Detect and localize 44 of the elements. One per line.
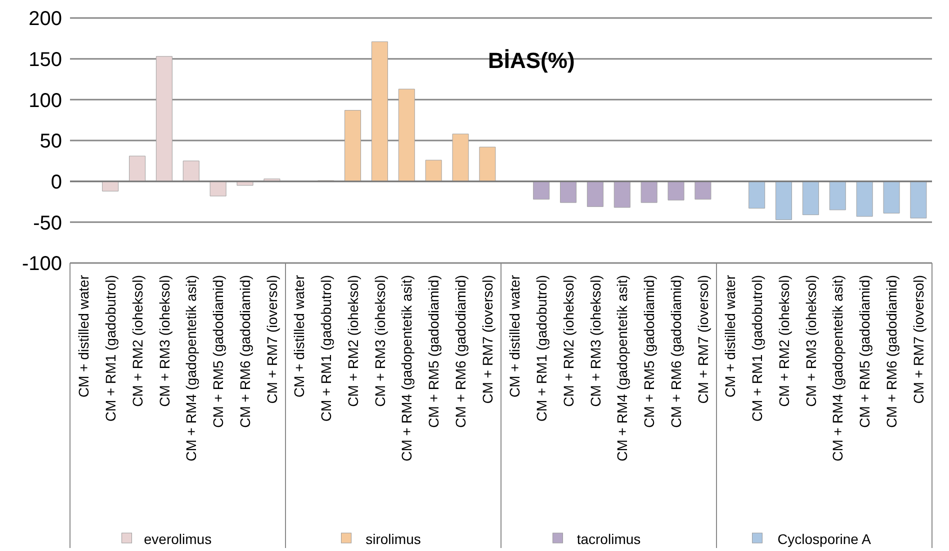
x-tick-label: CM + RM5 (gadodiamid): [641, 275, 658, 428]
x-tick-label: CM + RM1 (gadobutrol): [533, 275, 550, 422]
x-tick-label: CM + RM3 (ioheksol): [587, 275, 604, 407]
x-tick-label: CM + RM6 (gadodiamid): [884, 275, 900, 428]
legend-label: tacrolimus: [576, 531, 641, 547]
x-tick-label: CM + RM4 (gadopentetik asit): [398, 275, 415, 462]
x-tick-label: CM + RM2 (ioheksol): [560, 275, 576, 407]
x-tick-label: CM + RM6 (gadodiamid): [668, 275, 684, 428]
x-tick-label: CM + RM6 (gadodiamid): [237, 275, 254, 428]
x-tick-label: CM + RM2 (ioheksol): [776, 275, 792, 407]
legend-label: Cyclosporine A: [778, 531, 872, 547]
legend-label: sirolimus: [366, 531, 421, 547]
x-tick-label: CM + RM5 (gadodiamid): [856, 275, 873, 428]
x-tick-label: CM + RM1 (gadobutrol): [102, 275, 118, 422]
x-tick-label: CM + RM3 (ioheksol): [802, 275, 819, 407]
x-tick-label: CM + distilled water: [506, 274, 522, 398]
x-tick-label: CM + RM4 (gadopentetik asit): [614, 275, 630, 462]
x-tick-label: CM + RM1 (gadobutrol): [318, 275, 334, 422]
x-tick-label: CM + RM6 (gadodiamid): [452, 275, 469, 428]
legend-label: everolimus: [144, 531, 212, 547]
text: BİAS(%): [488, 48, 575, 74]
y-tick-label: -50: [33, 212, 62, 234]
y-tick-label: 0: [50, 171, 62, 194]
x-tick-label: CM + distilled water: [722, 274, 738, 398]
x-tick-label: CM + RM2 (ioheksol): [344, 275, 361, 407]
x-tick-label: CM + distilled water: [290, 274, 307, 398]
y-tick-label: -100: [22, 253, 62, 276]
x-tick-label: CM + RM4 (gadopentetik asit): [830, 275, 846, 462]
x-tick-label: CM + RM4 (gadopentetik asit): [183, 275, 200, 462]
x-tick-label: CM + RM7 (ioversol): [910, 275, 927, 404]
x-tick-label: CM + RM5 (gadodiamid): [426, 275, 442, 428]
x-tick-label: CM + RM3 (ioheksol): [156, 275, 172, 407]
y-tick-label: 200: [28, 8, 62, 30]
y-tick-label: 100: [28, 90, 62, 112]
x-tick-label: CM + RM7 (ioversol): [695, 275, 712, 404]
x-tick-label: CM + RM2 (ioheksol): [129, 275, 146, 407]
y-tick-label: 150: [28, 48, 62, 71]
x-tick-label: CM + RM3 (ioheksol): [372, 275, 388, 407]
x-tick-label: CM + RM5 (gadodiamid): [210, 275, 226, 428]
y-tick-label: 50: [40, 130, 62, 153]
x-tick-label: CM + RM7 (ioversol): [480, 275, 496, 404]
x-tick-label: CM + distilled water: [75, 274, 92, 398]
x-tick-label: CM + RM7 (ioversol): [264, 275, 280, 404]
x-tick-label: CM + RM1 (gadobutrol): [748, 275, 765, 422]
